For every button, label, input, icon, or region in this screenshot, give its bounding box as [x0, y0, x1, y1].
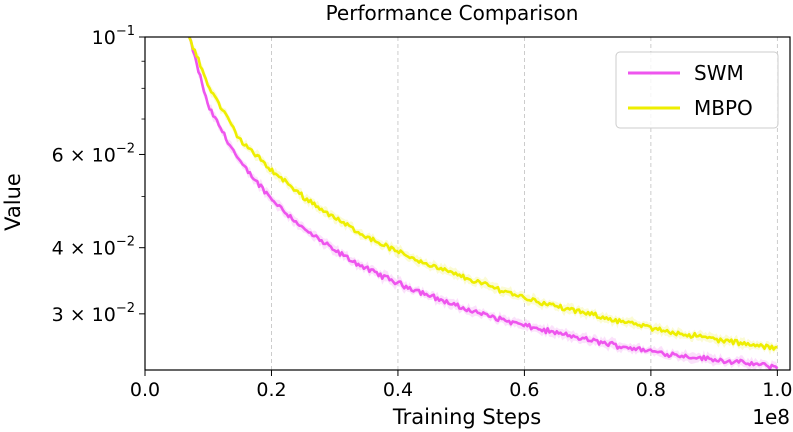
plot-frame	[144, 36, 791, 371]
x-tick-label-2: 0.4	[383, 379, 413, 401]
series-lines	[188, 36, 779, 370]
band-mbpo	[189, 37, 778, 355]
x-tick-label-5: 1.0	[762, 379, 792, 401]
series-line-swm	[188, 36, 779, 370]
legend-label-swm: SWM	[694, 61, 744, 85]
x-tick-label-1: 0.2	[256, 379, 286, 401]
x-tick-label-3: 0.6	[509, 379, 539, 401]
variance-bands	[189, 37, 778, 370]
y-axis-ticks: 10−1 6 × 10−2 4 × 10−2 3 × 10−2	[52, 24, 145, 326]
x-tick-label-0: 0.0	[130, 379, 160, 401]
y-axis-label: Value	[1, 173, 25, 231]
y-tick-label-0: 10−1	[92, 24, 135, 49]
series-line-mbpo	[188, 36, 778, 351]
x-axis-ticks: 0.0 0.2 0.4 0.6 0.8 1.0	[130, 370, 792, 401]
y-tick-label-2: 4 × 10−2	[52, 235, 135, 260]
x-axis-label: Training Steps	[392, 405, 541, 429]
chart-title: Performance Comparison	[326, 1, 579, 25]
y-tick-label-1: 6 × 10−2	[52, 141, 135, 166]
y-tick-label-3: 3 × 10−2	[52, 301, 135, 326]
legend: SWM MBPO	[615, 51, 779, 129]
x-tick-label-4: 0.8	[636, 379, 666, 401]
legend-label-mbpo: MBPO	[694, 96, 753, 120]
x-axis-offset-label: 1e8	[752, 405, 790, 429]
